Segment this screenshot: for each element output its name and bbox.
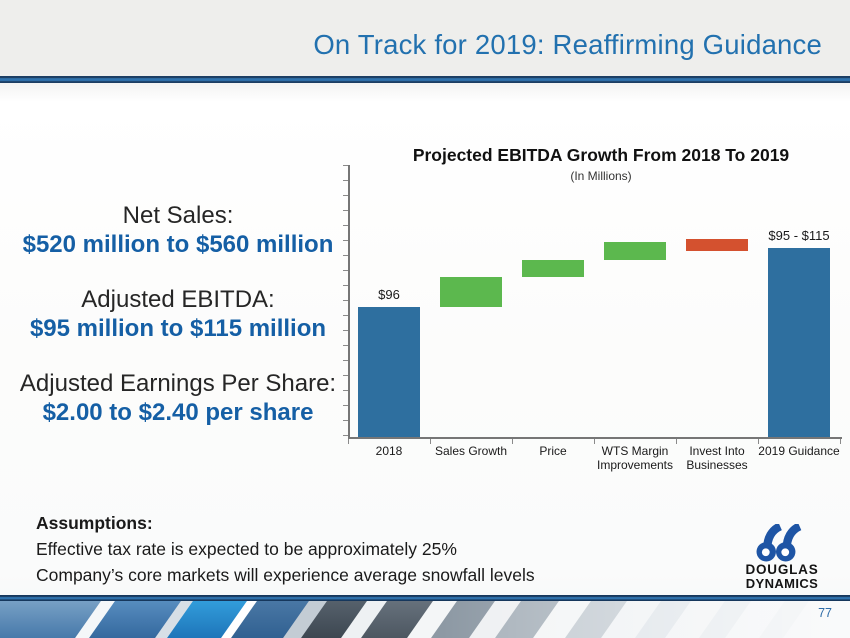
assumption-line: Company’s core markets will experience a… xyxy=(36,565,535,585)
douglas-dynamics-logo: DOUGLAS DYNAMICS xyxy=(728,524,836,591)
bar-2019-guidance xyxy=(768,247,830,437)
guidance-label: Adjusted Earnings Per Share: xyxy=(19,370,337,397)
bar-2018 xyxy=(358,306,420,437)
category-label: Sales Growth xyxy=(434,444,508,458)
slide-title: On Track for 2019: Reaffirming Guidance xyxy=(313,29,822,60)
category-label: 2019 Guidance xyxy=(758,444,840,458)
bar-invest-into-businesses xyxy=(686,238,748,251)
page-number: 77 xyxy=(818,606,832,620)
waterfall-chart: Projected EBITDA Growth From 2018 To 201… xyxy=(340,140,848,485)
footer-divider-rule xyxy=(0,595,850,601)
footer-art-fade xyxy=(442,601,850,638)
logo-text-dynamics: DYNAMICS xyxy=(745,576,819,591)
chart-subtitle: (In Millions) xyxy=(570,169,632,183)
category-label: WTS Margin Improvements xyxy=(596,444,674,472)
guidance-label: Net Sales: xyxy=(122,202,234,229)
bar-sales-growth xyxy=(440,277,502,307)
header-divider-rule xyxy=(0,76,850,83)
bar-price xyxy=(522,259,584,278)
chart-plot-area: $96 2018 Sales Growth Price WTS Margin Impro… xyxy=(340,140,848,485)
guidance-adjusted-eps: Adjusted Earnings Per Share: $2.00 to $2… xyxy=(8,369,348,427)
guidance-value: $95 million to $115 million xyxy=(29,315,327,342)
bar-wts-margin-improvements xyxy=(604,241,666,260)
bar-value-label: $96 xyxy=(378,286,400,302)
x-axis xyxy=(348,437,842,439)
assumptions-block: Assumptions: Effective tax rate is expec… xyxy=(36,510,736,588)
assumptions-heading: Assumptions: xyxy=(36,513,153,533)
guidance-net-sales: Net Sales: $520 million to $560 million xyxy=(8,201,348,259)
y-axis xyxy=(348,165,350,439)
logo-text-douglas: DOUGLAS xyxy=(745,562,819,577)
chart-title: Projected EBITDA Growth From 2018 To 201… xyxy=(412,145,790,165)
category-label: Price xyxy=(539,444,567,458)
guidance-value: $520 million to $560 million xyxy=(22,231,334,258)
category-label: 2018 xyxy=(375,444,403,458)
y-axis-ticks xyxy=(343,165,348,438)
x-axis-ticks xyxy=(348,439,842,444)
guidance-adjusted-ebitda: Adjusted EBITDA: $95 million to $115 mil… xyxy=(8,285,348,343)
footer-decorative-art xyxy=(0,601,850,638)
category-label: Invest Into Businesses xyxy=(686,444,748,472)
bar-value-label: $95 - $115 xyxy=(768,227,830,243)
guidance-value: $2.00 to $2.40 per share xyxy=(42,399,314,426)
double-d-icon xyxy=(756,524,802,562)
guidance-text-block: Net Sales: $520 million to $560 million … xyxy=(8,201,348,453)
guidance-label: Adjusted EBITDA: xyxy=(81,286,275,313)
assumption-line: Effective tax rate is expected to be app… xyxy=(36,539,457,559)
